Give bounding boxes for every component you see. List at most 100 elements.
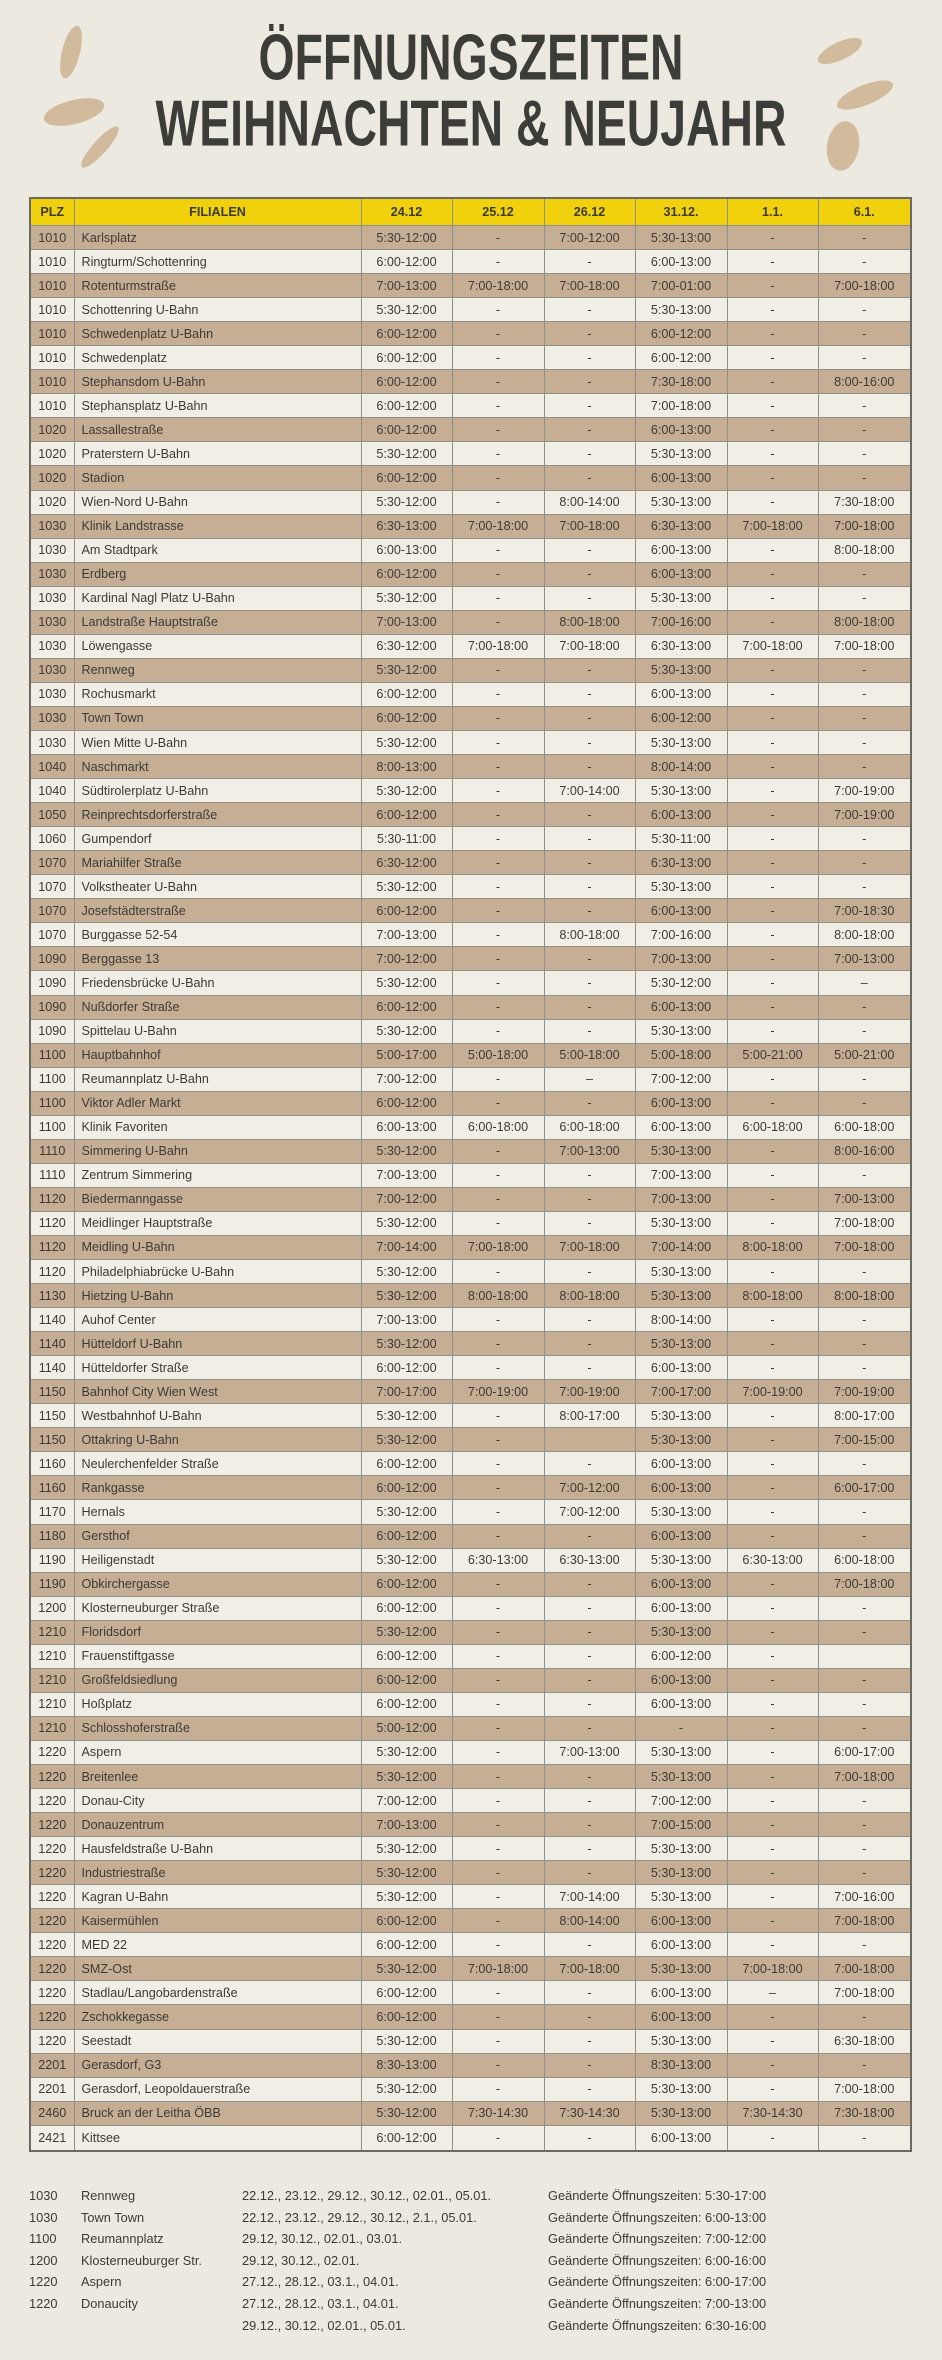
time-cell: 5:30-13:00 (634, 2076, 728, 2102)
time-cell: 7:00-18:00 (543, 513, 636, 539)
time-cell: 5:30-13:00 (634, 1499, 728, 1525)
time-cell: - (543, 1667, 636, 1693)
time-cell: 6:00-18:00 (817, 1114, 912, 1140)
time-cell: - (543, 585, 636, 611)
time-cell: 7:00-18:00 (543, 1234, 636, 1261)
time-cell: - (817, 729, 912, 756)
time-cell: - (543, 802, 636, 828)
time-cell: - (726, 561, 819, 587)
time-cell: 5:00-21:00 (817, 1042, 912, 1068)
note-changed-hours: Geänderte Öffnungszeiten: 7:00-12:00 (548, 2231, 767, 2247)
time-cell: - (543, 1860, 636, 1886)
time-cell: 7:00-13:00 (634, 1186, 728, 1212)
time-cell: 5:30-12:00 (360, 2100, 453, 2126)
time-cell: 5:30-12:00 (360, 1836, 453, 1862)
time-cell: 6:30-13:00 (726, 1547, 819, 1573)
plz-cell: 1040 (29, 778, 75, 804)
branch-cell: Hietzing U-Bahn (73, 1283, 362, 1309)
plz-cell: 1030 (29, 705, 75, 731)
table-row: 1210 Schlosshoferstraße 5:00-12:00- - - - - (29, 1715, 912, 1741)
time-cell: - (451, 1186, 545, 1212)
note-branch: Town Town (81, 2209, 145, 2225)
table-row: 1150 Westbahnhof U-Bahn 5:30-12:00-8:00-17… (29, 1403, 912, 1429)
time-cell: 7:00-12:00 (543, 224, 636, 251)
time-cell: - (543, 850, 636, 876)
time-cell: - (543, 1307, 636, 1333)
time-cell: 6:00-13:00 (634, 465, 728, 491)
time-cell: - (817, 874, 912, 900)
time-cell: - (726, 1331, 819, 1357)
time-cell: - (543, 1331, 636, 1357)
time-cell: - (543, 754, 636, 780)
plz-cell: 1010 (29, 297, 75, 323)
time-cell: - (543, 874, 636, 900)
time-cell: 7:00-18:00 (817, 2076, 912, 2102)
time-cell: - (726, 1788, 819, 1814)
time-cell: 7:00-18:00 (817, 1763, 912, 1790)
time-cell: 6:30-13:00 (634, 513, 728, 539)
time-cell: - (726, 1860, 819, 1886)
branch-cell: Mariahilfer Straße (73, 850, 362, 876)
note-dates: 29.12., 30.12., 02.01., 05.01. (242, 2317, 406, 2333)
time-cell: 7:00-18:30 (817, 898, 912, 924)
time-cell: - (726, 2076, 819, 2102)
branch-cell: Donau-City (73, 1788, 362, 1814)
table-row: 1120 Philadelphiabrücke U-Bahn 5:30-12:00-… (29, 1259, 912, 1285)
time-cell: 6:00-13:00 (634, 249, 728, 275)
time-cell: - (726, 489, 819, 515)
time-cell: - (451, 249, 545, 275)
time-cell: 6:00-12:00 (360, 802, 453, 828)
special-hours-notes: 1030 Rennweg 22.12., 23.12., 29.12., 30.12… (29, 2185, 919, 2336)
time-cell: - (817, 417, 912, 443)
note-row: 1030 Town Town 22.12., 23.12., 29.12., 30.… (29, 2207, 919, 2229)
plz-cell: 1010 (29, 369, 75, 395)
table-row: 2201 Gerasdorf, Leopoldauerstraße 5:30-12:… (29, 2076, 912, 2102)
time-cell: - (451, 1667, 545, 1693)
time-cell: 6:00-13:00 (634, 1932, 728, 1958)
time-cell: - (451, 1860, 545, 1886)
plz-cell: 1030 (29, 585, 75, 611)
time-cell: 6:30-13:00 (360, 513, 453, 539)
time-cell: - (451, 465, 545, 491)
table-row: 1020 Stadion 6:00-12:00- -6:00-13:00- - (29, 465, 912, 491)
time-cell: - (817, 1307, 912, 1333)
time-cell: 5:30-13:00 (634, 441, 728, 467)
time-cell: 7:00-18:00 (543, 633, 636, 659)
time-cell: 5:30-13:00 (634, 1331, 728, 1357)
time-cell: 8:00-13:00 (360, 754, 453, 780)
time-cell: 6:00-13:00 (634, 2124, 728, 2152)
time-cell: 7:00-19:00 (817, 1379, 912, 1405)
branch-cell: Praterstern U-Bahn (73, 441, 362, 467)
time-cell: - (543, 826, 636, 852)
time-cell: - (451, 441, 545, 467)
time-cell: 7:00-17:00 (360, 1379, 453, 1405)
time-cell: 6:00-17:00 (817, 1475, 912, 1501)
branch-cell: Lassallestraße (73, 417, 362, 443)
time-cell: - (451, 585, 545, 611)
table-body: 1010 Karlsplatz 5:30-12:00-7:00-12:00 5:30-… (29, 224, 912, 2152)
time-cell: - (726, 1355, 819, 1381)
time-cell: 5:30-13:00 (634, 1138, 728, 1164)
time-cell: 6:00-12:00 (634, 705, 728, 731)
time-cell: 7:00-15:00 (817, 1427, 912, 1453)
note-plz: 1220 (29, 2295, 58, 2311)
time-cell: 6:00-18:00 (817, 1547, 912, 1573)
branch-cell: Rochusmarkt (73, 681, 362, 707)
time-cell: - (451, 537, 545, 563)
time-cell: - (817, 2124, 912, 2152)
grain-decoration (43, 25, 894, 171)
time-cell: 8:00-16:00 (817, 369, 912, 395)
time-cell: 5:30-13:00 (634, 1547, 728, 1573)
branch-cell: Schwedenplatz (73, 345, 362, 371)
plz-cell: 1030 (29, 681, 75, 707)
time-cell: - (451, 946, 545, 972)
plz-cell: 2460 (29, 2100, 75, 2126)
time-cell: - (451, 2076, 545, 2102)
branch-cell: Ottakring U-Bahn (73, 1427, 362, 1453)
time-cell: 7:00-13:00 (360, 609, 453, 635)
table-row: 1220 Aspern 5:30-12:00-7:00-13:00 5:30-13:0… (29, 1739, 912, 1766)
plz-cell: 1220 (29, 2028, 75, 2054)
time-cell: - (451, 1090, 545, 1116)
time-cell: 6:00-12:00 (360, 465, 453, 491)
time-cell: - (726, 273, 819, 299)
